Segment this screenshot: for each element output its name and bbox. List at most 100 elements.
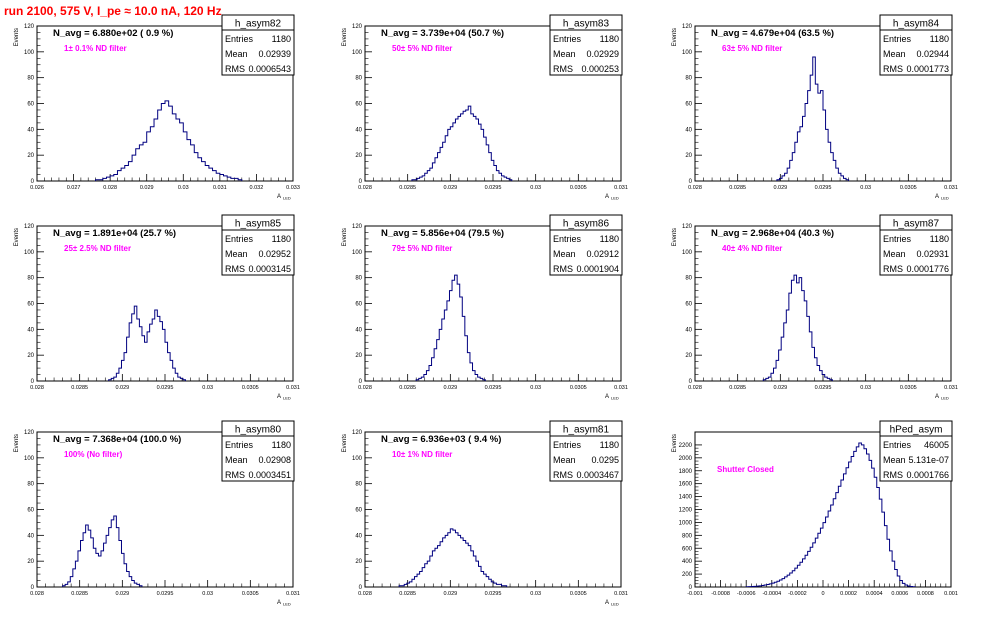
stats-row-label: Mean (225, 49, 248, 59)
stats-box-title: h_asym87 (893, 219, 940, 230)
y-axis-label: Events (672, 434, 678, 452)
stats-row-label: RMS (225, 470, 245, 480)
navg-label: N_avg = 2.968e+04 (40.3 %) (711, 228, 834, 239)
stats-box (549, 14, 623, 76)
x-tick-label: 0.028 (103, 185, 117, 191)
x-tick-label: 0.029 (773, 385, 787, 391)
x-tick-label: 0.026 (30, 185, 44, 191)
x-tick-label: 0.028 (30, 591, 44, 597)
x-tick-label: 0.0305 (900, 185, 917, 191)
x-tick-label: 0.0305 (900, 385, 917, 391)
stats-row-value: 0.02908 (258, 455, 291, 465)
x-tick-label: -0.0004 (762, 591, 781, 597)
x-tick-label: 0.0285 (399, 591, 416, 597)
y-tick-label: 100 (352, 250, 363, 256)
histogram-panel-h_asym81: 0 20 40 60 80 100 120 0.028 0.0285 0.029 0.0295 0.0… (342, 420, 628, 607)
x-tick-label: 0.028 (358, 185, 372, 191)
y-tick-label: 0 (359, 585, 363, 591)
stats-row-label: Mean (883, 249, 906, 259)
stats-row-value: 0.02944 (916, 49, 949, 59)
stats-row-value: 1180 (272, 234, 291, 244)
stats-box-title: h_asym86 (563, 219, 610, 230)
y-tick-label: 80 (355, 276, 362, 282)
stats-row-value: 0.02931 (916, 249, 949, 259)
filter-annotation: 63± 5% ND filter (722, 44, 782, 53)
filter-annotation: 50± 5% ND filter (392, 44, 452, 53)
x-tick-label: 0.031 (944, 185, 958, 191)
stats-row-label: Entries (553, 234, 582, 244)
x-tick-label: 0.0285 (399, 385, 416, 391)
y-tick-label: 80 (27, 276, 34, 282)
histogram-series-h_asym82 (95, 100, 243, 181)
y-tick-label: 20 (27, 153, 34, 159)
stats-row-label: Entries (225, 440, 254, 450)
stats-row-value: 0.0001766 (906, 470, 949, 480)
stats-row-value: 0.000253 (581, 64, 619, 74)
y-tick-label: 100 (352, 50, 363, 56)
x-axis-label: A LED (605, 600, 619, 607)
x-tick-label: 0.029 (115, 591, 129, 597)
navg-label: N_avg = 6.936e+03 ( 9.4 %) (381, 434, 501, 445)
x-tick-label: 0.0305 (242, 591, 259, 597)
stats-row-value: 0.0003451 (248, 470, 291, 480)
filter-annotation: Shutter Closed (717, 465, 774, 474)
y-tick-label: 20 (27, 559, 34, 565)
x-tick-label: -0.001 (687, 591, 703, 597)
stats-box (879, 420, 953, 482)
y-tick-label: 100 (24, 250, 35, 256)
filter-annotation: 79± 5% ND filter (392, 244, 452, 253)
x-tick-label: 0.03 (530, 591, 541, 597)
stats-box (879, 214, 953, 276)
stats-row-label: Entries (883, 34, 912, 44)
y-tick-label: 80 (355, 482, 362, 488)
stats-box (221, 214, 295, 276)
stats-row-label: Mean (225, 249, 248, 259)
x-axis-label-subscript: LED (283, 196, 291, 201)
histogram-series-h_asym80 (62, 515, 143, 587)
y-tick-label: 120 (24, 24, 35, 30)
y-tick-label: 60 (355, 102, 362, 108)
stats-row-value: 1180 (272, 440, 291, 450)
x-axis-label-subscript: LED (283, 396, 291, 401)
stats-row-label: Mean (883, 455, 906, 465)
y-tick-label: 20 (27, 353, 34, 359)
y-tick-label: 60 (685, 102, 692, 108)
y-axis-label: Events (672, 28, 678, 46)
x-axis-label: A LED (605, 194, 619, 201)
x-tick-label: 0.031 (614, 385, 628, 391)
x-tick-label: 0.029 (115, 385, 129, 391)
x-tick-label: 0.0305 (242, 385, 259, 391)
x-axis-label-subscript: LED (611, 396, 619, 401)
x-tick-label: 0.03 (530, 185, 541, 191)
histogram-series-h_asym85 (108, 305, 186, 381)
y-tick-label: 120 (352, 24, 363, 30)
stats-row-label: Entries (883, 234, 912, 244)
stats-row-label: Mean (553, 455, 576, 465)
y-tick-label: 100 (682, 250, 693, 256)
x-tick-label: 0.0285 (71, 385, 88, 391)
stats-box-title: h_asym82 (235, 19, 282, 30)
stats-box-title: h_asym81 (563, 425, 610, 436)
x-tick-label: 0.031 (614, 185, 628, 191)
y-tick-label: 20 (685, 353, 692, 359)
stats-box (549, 214, 623, 276)
y-tick-label: 20 (355, 153, 362, 159)
stats-row-value: 0.02952 (258, 249, 291, 259)
x-tick-label: 0.029 (773, 185, 787, 191)
x-axis-label: A LED (935, 394, 949, 401)
stats-row-value: 1180 (600, 34, 619, 44)
y-tick-label: 20 (355, 559, 362, 565)
y-tick-label: 2000 (679, 456, 693, 462)
y-tick-label: 600 (682, 546, 693, 552)
histogram-series-h_asym86 (415, 274, 486, 381)
x-tick-label: 0.031 (286, 385, 300, 391)
x-tick-label: 0.0295 (157, 385, 174, 391)
stats-row-value: 1180 (272, 34, 291, 44)
y-tick-label: 40 (355, 327, 362, 333)
stats-row-value: 0.0003467 (576, 470, 619, 480)
x-axis-label: A LED (605, 394, 619, 401)
x-tick-label: 0.028 (688, 385, 702, 391)
stats-row-value: 0.0001904 (576, 264, 619, 274)
stats-row-value: 5.131e-07 (908, 455, 949, 465)
x-tick-label: 0.029 (443, 185, 457, 191)
